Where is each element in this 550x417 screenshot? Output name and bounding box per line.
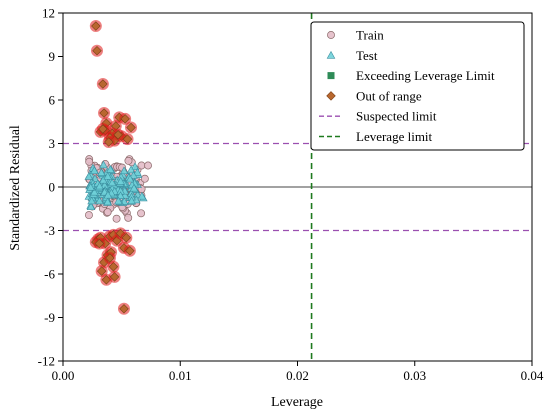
test-point <box>97 168 106 176</box>
out-of-range-point <box>108 262 119 272</box>
out-of-range-point <box>96 266 107 276</box>
test-point <box>86 182 95 191</box>
test-point <box>95 196 104 205</box>
out-of-range-point <box>91 21 101 31</box>
test-point <box>119 166 129 175</box>
y-ticks: -12 -9 -6 -3 0 3 6 9 12 <box>38 6 63 369</box>
test-point <box>90 187 99 196</box>
legend-marker-out-of-range <box>326 91 336 101</box>
test-point <box>125 174 135 183</box>
test-point <box>133 167 142 176</box>
train-point <box>124 156 133 165</box>
y-tick-label: 9 <box>49 49 56 64</box>
x-tick-label: 0.03 <box>403 368 426 383</box>
x-tick-label: 0.00 <box>52 368 75 383</box>
out-of-range-point <box>121 233 132 243</box>
y-tick-label: 12 <box>42 6 55 21</box>
test-point <box>84 172 94 180</box>
test-point <box>95 181 104 190</box>
out-of-range-point <box>122 134 133 144</box>
x-tick-label: 0.04 <box>521 368 544 383</box>
out-of-range-point <box>94 238 105 249</box>
y-tick-label: 3 <box>49 136 56 151</box>
test-point <box>130 162 140 171</box>
test-point <box>116 191 125 200</box>
out-of-range-point <box>119 304 129 314</box>
test-point <box>103 197 112 206</box>
test-point <box>103 190 113 199</box>
test-point <box>126 165 136 174</box>
y-tick-label: 6 <box>49 93 56 108</box>
train-point <box>140 174 149 183</box>
test-point <box>90 166 99 174</box>
y-tick-label: -3 <box>44 223 55 238</box>
out-of-range-point <box>99 108 109 118</box>
out-of-range-point <box>92 45 102 56</box>
legend-marker-exceeding <box>327 72 335 80</box>
out-of-range-point <box>98 124 108 134</box>
test-point <box>116 176 125 185</box>
y-tick-label: -9 <box>44 310 55 325</box>
train-point <box>112 214 121 223</box>
data-points <box>84 20 152 315</box>
test-point <box>129 183 139 192</box>
train-point <box>85 157 94 166</box>
legend-label: Exceeding Leverage Limit <box>356 68 495 83</box>
train-point <box>103 208 112 216</box>
test-point <box>107 178 117 187</box>
legend-marker-train <box>327 31 335 39</box>
test-point <box>129 170 138 179</box>
test-point <box>127 196 136 205</box>
train-point <box>137 209 146 218</box>
test-point <box>106 164 115 173</box>
x-axis-title: Leverage <box>271 395 323 410</box>
y-tick-label: -6 <box>44 267 55 282</box>
test-point <box>103 171 113 180</box>
train-point <box>84 211 93 220</box>
x-tick-label: 0.02 <box>286 368 309 383</box>
legend-label: Test <box>356 48 378 63</box>
legend-marker-test <box>326 50 336 59</box>
train-point <box>144 161 152 170</box>
out-of-range-point <box>113 130 123 140</box>
test-point <box>86 202 96 211</box>
y-tick-label: -12 <box>38 354 55 369</box>
y-tick-label: 0 <box>49 180 56 195</box>
x-tick-label: 0.01 <box>169 368 192 383</box>
train-point <box>124 213 133 222</box>
out-of-range-point <box>98 79 108 89</box>
train-point <box>137 161 146 170</box>
x-ticks: 0.00 0.01 0.02 0.03 0.04 <box>52 361 544 383</box>
legend-label: Leverage limit <box>356 129 433 144</box>
test-point <box>99 160 108 169</box>
legend-label: Out of range <box>356 88 422 103</box>
out-of-range-point <box>105 253 115 263</box>
test-point <box>137 191 147 200</box>
test-point <box>87 196 96 205</box>
out-of-range-point <box>125 246 135 256</box>
out-of-range-point <box>120 114 130 124</box>
test-point <box>98 175 108 184</box>
out-of-range-point <box>109 272 120 282</box>
legend-label: Train <box>356 28 384 43</box>
y-axis-title: Standardized Residual <box>8 125 23 251</box>
out-of-range-point <box>126 122 136 133</box>
legend-box <box>310 21 525 151</box>
legend-label: Suspected limit <box>356 109 437 124</box>
legend: Train Test Exceeding Leverage Limit Out of … <box>310 21 525 151</box>
test-point <box>114 196 123 205</box>
out-of-range-point <box>104 137 114 147</box>
